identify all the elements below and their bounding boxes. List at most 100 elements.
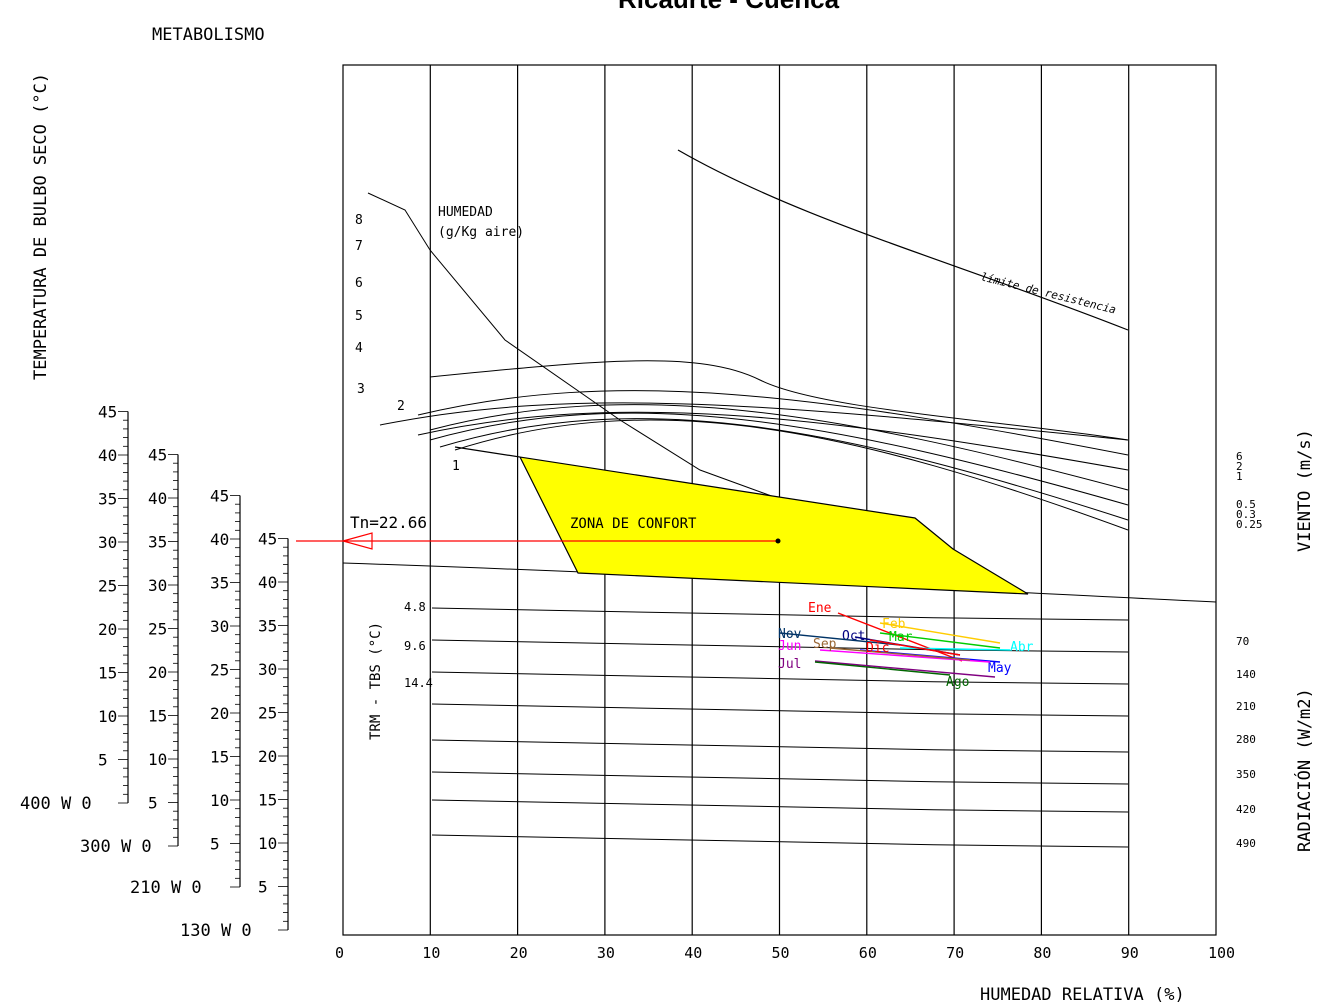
humidity-curve [429, 412, 1129, 506]
month-line-sep [829, 647, 971, 661]
month-line-dic [869, 639, 961, 656]
humidity-curves: 1 2 3 4 5 6 7 8 [342, 149, 1217, 848]
metabolism-tick-label: 45 [148, 446, 167, 465]
metabolism-tick-label: 25 [98, 577, 117, 596]
month-label-mar: Mar [889, 630, 913, 645]
radiation-line [431, 703, 1129, 717]
x-tick-label: 10 [422, 944, 440, 962]
humidity-curve [454, 419, 1129, 531]
x-tick-label: 50 [772, 944, 790, 962]
trm-tick-label: 9.6 [404, 639, 426, 653]
month-label-dic: Dic [866, 641, 889, 656]
radiacion-label: RADIACIÓN (W/m2) [1293, 688, 1315, 852]
metabolism-tick-label: 20 [148, 663, 167, 682]
radiation-tick-label: 350 [1236, 768, 1256, 781]
metabolism-tick-label: 20 [258, 747, 277, 766]
wind-tick-label: 1 [1236, 470, 1243, 483]
comfort-polygon [454, 446, 1029, 595]
month-label-may: May [988, 661, 1012, 676]
wind-tick-label: 2 [1236, 460, 1243, 473]
metabolism-tick-label: 20 [210, 704, 229, 723]
metabolism-tick-label: 10 [98, 707, 117, 726]
radiation-line [431, 671, 1129, 685]
metabolism-tick-label: 15 [148, 707, 167, 726]
radiation-line [431, 639, 1129, 653]
month-label-jun: Jun [778, 639, 801, 654]
chart-grid: 0 10 20 30 40 50 60 70 80 90 100 [335, 64, 1235, 962]
humidity-line-label: 1 [452, 459, 460, 474]
radiation-tick-label: 280 [1236, 733, 1256, 746]
radiation-line [431, 739, 1129, 753]
metabolism-tick-label: 10 [148, 750, 167, 769]
tn-label: Tn=22.66 [350, 513, 427, 532]
metabolism-tick-label: 35 [210, 574, 229, 593]
viento-label: VIENTO (m/s) [1295, 429, 1315, 552]
radiation-tick-label: 490 [1236, 837, 1256, 850]
neutral-temperature-line [296, 532, 781, 550]
x-tick-label: 40 [684, 944, 702, 962]
month-line-ene [837, 612, 963, 662]
metabolism-tick-label: 25 [258, 704, 277, 723]
trm-tick-label: 14.4 [404, 676, 433, 690]
metabolism-tick-label: 30 [258, 660, 277, 679]
metabolism-tick-label: 30 [210, 617, 229, 636]
trm-tbs-label: TRM - TBS (°C) [368, 622, 384, 740]
saturation-line [367, 192, 811, 511]
month-label-ene: Ene [808, 601, 832, 616]
metabolism-tick-label: 10 [258, 834, 277, 853]
humidity-line-label: 6 [355, 276, 363, 291]
limit-label: límite de resistencia [979, 270, 1117, 316]
x-tick-label: 90 [1121, 944, 1139, 962]
temp-axis-label: TEMPERATURA DE BULBO SECO (°C) [31, 73, 51, 380]
metabolism-tick-label: 20 [98, 620, 117, 639]
metabolism-tick-label: 40 [98, 446, 117, 465]
wind-tick-label: 6 [1236, 450, 1243, 463]
radiation-line [431, 799, 1129, 813]
radiation-line [431, 607, 1129, 621]
month-line-mar [879, 632, 1001, 649]
humedad-abs-unit: (g/Kg aire) [438, 225, 524, 240]
month-line-jul [814, 660, 996, 678]
metabolism-tick-label: 15 [258, 791, 277, 810]
metabolism-tick-label: 45 [98, 403, 117, 422]
month-label-sep: Sep [813, 637, 837, 652]
humedad-abs-label: HUMEDAD [438, 205, 493, 220]
metabolism-tick-label: 15 [210, 748, 229, 767]
limit-curve [677, 149, 1129, 331]
humidity-axis-label: HUMEDAD RELATIVA (%) [980, 985, 1185, 1004]
humidity-curve [439, 418, 1129, 521]
metabolism-scale-label: 210 W 0 [130, 878, 202, 898]
humidity-line-label: 2 [397, 399, 405, 414]
metabolism-tick-label: 35 [258, 617, 277, 636]
metabolism-tick-label: 35 [148, 533, 167, 552]
humidity-line-label: 7 [355, 239, 363, 254]
metabolism-scale-label: 130 W 0 [180, 921, 252, 941]
tn-arrow [340, 532, 373, 550]
x-tick-label: 70 [946, 944, 964, 962]
radiation-tick-label: 210 [1236, 700, 1256, 713]
radiation-tick-label: 140 [1236, 668, 1256, 681]
metabolism-scale-label: 400 W 0 [20, 794, 92, 814]
month-line-jun [819, 649, 991, 663]
wind-tick-label: 0.3 [1236, 508, 1256, 521]
humidity-curve [417, 390, 1129, 456]
humidity-line-label: 8 [355, 213, 363, 228]
metabolism-tick-label: 15 [98, 664, 117, 683]
metabolism-tick-label: 45 [210, 487, 229, 506]
comfort-zone-label: ZONA DE CONFORT [570, 516, 697, 532]
humidity-curve [429, 360, 1129, 441]
humidity-line-label: 3 [357, 382, 365, 397]
metabolism-tick-label: 45 [258, 530, 277, 549]
radiation-tick-label: 420 [1236, 803, 1256, 816]
month-label-abr: Abr [1010, 640, 1034, 655]
metabolism-tick-label: 25 [210, 661, 229, 680]
metabolism-tick-label: 30 [98, 533, 117, 552]
radiation-line [431, 771, 1129, 785]
metabolism-tick-label: 5 [148, 794, 158, 813]
metabolism-tick-label: 10 [210, 791, 229, 810]
month-line-ago [814, 661, 951, 676]
x-tick-label: 20 [510, 944, 528, 962]
x-tick-label: 30 [597, 944, 615, 962]
humidity-line-label: 4 [355, 341, 363, 356]
